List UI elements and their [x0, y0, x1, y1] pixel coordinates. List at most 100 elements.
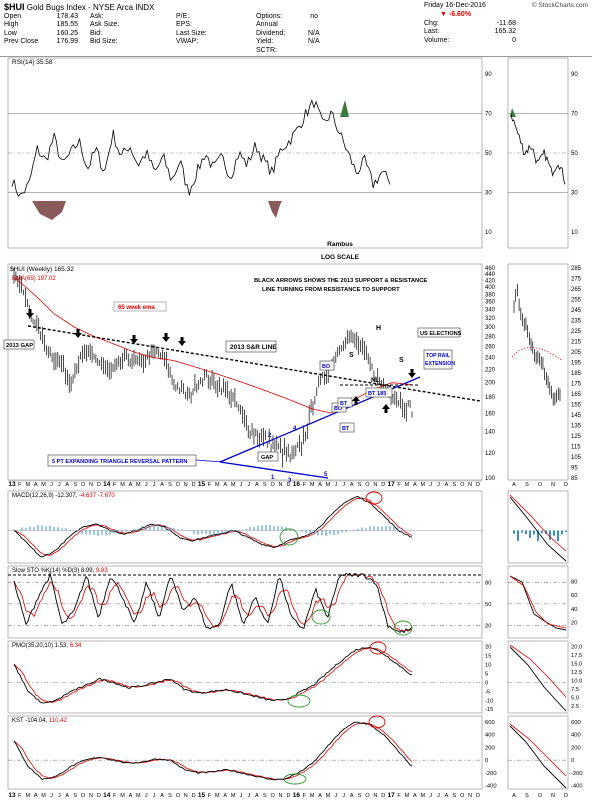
bottom-axis-month: A [255, 793, 259, 799]
annotation-bt185: BT 185 [368, 391, 386, 397]
quote-label: VWAP: [176, 38, 199, 46]
sto-label-signal: 9.83 [96, 568, 108, 574]
bottom-axis-year: 15 [198, 792, 206, 799]
rsi-tick-right: 50 [571, 151, 578, 157]
macd-label-signal: -4.637 -7.670 [79, 493, 115, 499]
black-arrow-icon [130, 335, 138, 344]
sto-oversold-circle [393, 620, 413, 636]
bottom-axis-month: F [113, 793, 117, 799]
black-arrow-icon [352, 396, 360, 405]
price-tick: 200 [485, 381, 496, 387]
kst-tick-right: 400 [571, 733, 581, 739]
rsi-label: RSI(14) 35.58 [12, 59, 53, 66]
x-axis-month-right: S [525, 482, 529, 488]
rsi-tick: 30 [485, 191, 492, 197]
black-arrow-icon [408, 369, 416, 378]
x-axis-month: A [65, 482, 69, 488]
x-axis-month: A [318, 482, 322, 488]
bottom-axis-month: A [129, 793, 133, 799]
x-axis-month: N [89, 482, 93, 488]
x-axis-month: N [373, 482, 377, 488]
x-axis-month: J [50, 482, 53, 488]
x-axis-month: J [437, 482, 440, 488]
x-axis-month: N [468, 482, 472, 488]
quotes-mid3: Options: no Annual Dividend: N/A Yield: N/A SC… [256, 13, 320, 55]
x-axis-month: M [120, 482, 125, 488]
x-axis-month: D [97, 482, 101, 488]
x-axis-month: A [129, 482, 133, 488]
bottom-axis-month: M [231, 793, 236, 799]
pmo-panel [7, 640, 483, 714]
pmo-panel-right [507, 640, 569, 714]
bottom-axis-year: 17 [388, 792, 396, 799]
price-tick: 180 [485, 395, 496, 401]
pmo-tick-right: 12.5 [571, 670, 582, 676]
pmo-line [13, 646, 413, 704]
bottom-axis-month: J [145, 793, 148, 799]
triangle-point-label: 4 [293, 426, 297, 432]
index-name: Gold Bugs Index - NYSE Arca INDX [26, 3, 155, 12]
price-tick: 300 [485, 325, 496, 331]
x-axis-month: F [113, 482, 117, 488]
pmo-tick-right: 15.0 [571, 661, 582, 667]
pmo-low-circle [287, 694, 311, 708]
kst-tick: 200 [485, 745, 495, 751]
rsi-tick-right: 90 [571, 72, 578, 78]
annotation-triangle: 5 PT EXPANDING TRIANGLE REVERSAL PATTERN [52, 459, 187, 465]
quote-value: no [310, 13, 318, 20]
price-tick-right: 255 [571, 298, 582, 304]
x-axis-month: J [334, 482, 337, 488]
black-arrow-icon [162, 333, 170, 342]
quote-row: Low 160.25 [4, 30, 78, 38]
quote-value: 178.43 [56, 13, 78, 20]
symbol: $HUI [4, 2, 25, 12]
sr-line-2013 [27, 325, 481, 402]
pmo-tick: 20 [485, 645, 491, 651]
annotation-gap-2013: 2013 GAP [6, 343, 33, 349]
x-axis-month: F [208, 482, 212, 488]
annotation-bt2: BT [342, 426, 350, 432]
price-tick-right: 175 [571, 382, 582, 388]
bottom-axis-month: F [208, 793, 212, 799]
macd-signal-line [13, 497, 413, 556]
x-axis-month: D [381, 482, 385, 488]
bottom-axis-month: M [41, 793, 46, 799]
macd-signal-right [509, 494, 567, 552]
quote-row: VWAP: [176, 38, 248, 46]
x-axis-month: S [358, 482, 362, 488]
annotation-bt2-box [339, 422, 355, 433]
annotation-ema-note: 65 week ema [118, 305, 155, 311]
annotation-s1: S [349, 352, 354, 359]
gap-box [257, 451, 279, 462]
sto-signal-line [13, 573, 413, 633]
bottom-axis-month: N [468, 793, 472, 799]
bottom-axis-month: F [397, 793, 401, 799]
rsi-line [11, 99, 391, 197]
x-axis-month-right: D [564, 482, 568, 488]
quote-row: Annual Dividend: N/A [256, 21, 320, 38]
quote-label: P/E: [176, 13, 190, 20]
annotation-bt1-box [337, 397, 353, 408]
quote-label: Bid: [90, 29, 103, 37]
bottom-axis-month-right: A [512, 793, 516, 799]
pmo-tick-right: 2.5 [571, 704, 579, 710]
pmo-tick-right: 5.0 [571, 695, 579, 701]
price-tick: 260 [485, 345, 496, 351]
bottom-axis-month: S [358, 793, 362, 799]
kst-label-main: KST -104.04, [12, 718, 49, 724]
pmo-top-circle [369, 641, 387, 655]
sto-tick-right: 20 [571, 620, 577, 626]
bottom-axis-month: O [81, 793, 86, 799]
x-axis-month: A [223, 482, 227, 488]
x-axis-month: M [420, 482, 425, 488]
pmo-tick: 10 [485, 662, 491, 668]
macd-crossover-circle [279, 528, 299, 546]
annotation-sr-line: 2013 S&R LINE [230, 344, 277, 351]
price-tick-right: 285 [571, 266, 582, 272]
sto-tick: 20 [485, 623, 491, 629]
x-axis-year: 13 [8, 481, 16, 488]
rsi-oversold-fill [268, 201, 282, 218]
annotation-extension: EXTENSION [425, 361, 455, 367]
pmo-tick: 5 [485, 671, 488, 677]
